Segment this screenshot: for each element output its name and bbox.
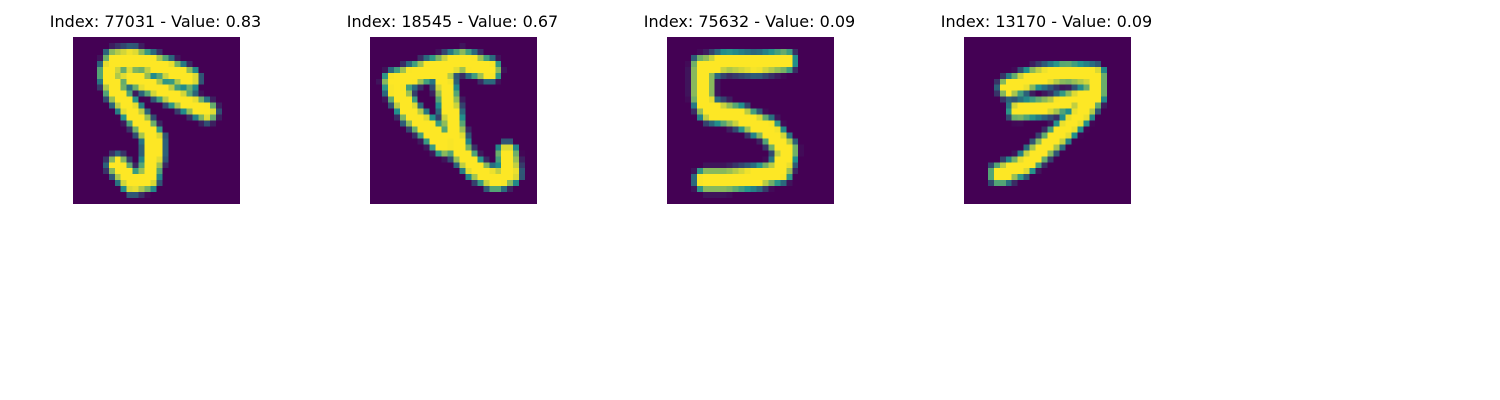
digit-5-image [667,37,834,204]
panel-4: Index: 13170 - Value: 0.09 [898,0,1195,220]
panel-title: Index: 18545 - Value: 0.67 [346,12,559,31]
panel-3: Index: 75632 - Value: 0.09 [601,0,898,220]
digit-glyph-image [370,37,537,204]
panel-1: Index: 77031 - Value: 0.83 [7,0,304,220]
panel-title: Index: 77031 - Value: 0.83 [49,12,262,31]
panel-2: Index: 18545 - Value: 0.67 [304,0,601,220]
panel-title: Index: 13170 - Value: 0.09 [940,12,1153,31]
digit-5-image [73,37,240,204]
digit-7-image [964,37,1131,204]
panel-title: Index: 75632 - Value: 0.09 [643,12,856,31]
